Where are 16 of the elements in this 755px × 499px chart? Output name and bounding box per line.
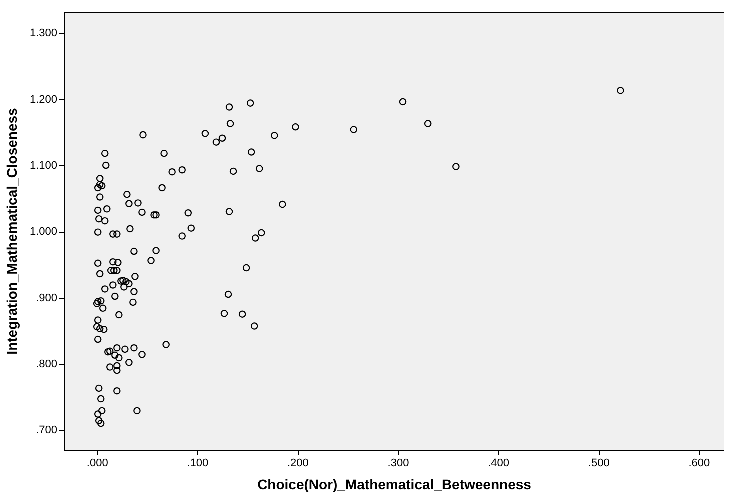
y-axis-title: Integration_Mathematical_Closeness: [4, 108, 20, 355]
x-tick-label: .200: [287, 458, 309, 470]
x-tick-label: .300: [388, 458, 410, 470]
y-tick-label: 1.100: [30, 160, 58, 172]
y-tick-label: 1.000: [30, 226, 58, 238]
y-tick-label: .800: [36, 358, 58, 370]
x-tick-label: .500: [588, 458, 610, 470]
x-tick-label: .600: [688, 458, 710, 470]
y-tick-label: 1.200: [30, 94, 58, 106]
y-tick-label: .900: [36, 292, 58, 304]
x-tick-label: .400: [488, 458, 510, 470]
y-tick-label: .700: [36, 424, 58, 437]
x-axis-title: Choice(Nor)_Mathematical_Betweenness: [258, 476, 532, 492]
y-tick-label: 1.300: [30, 28, 58, 40]
x-tick-label: .100: [187, 458, 209, 470]
x-tick-label: .000: [86, 458, 108, 470]
